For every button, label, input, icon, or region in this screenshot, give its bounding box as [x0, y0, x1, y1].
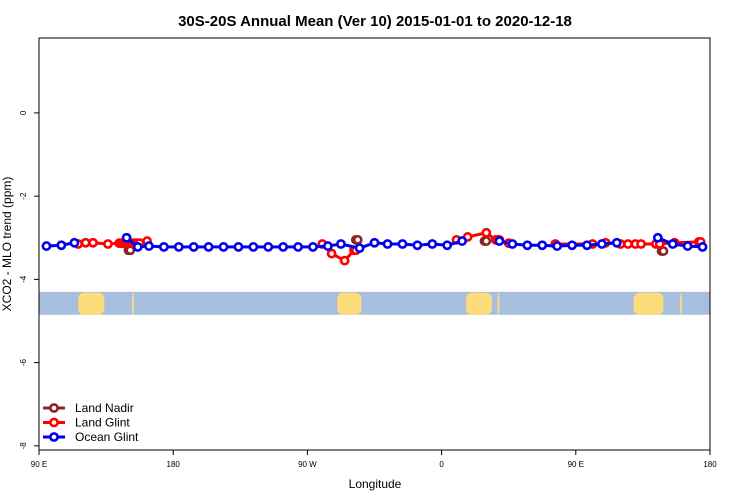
land-segment — [78, 292, 105, 315]
legend-label: Land Glint — [75, 416, 130, 430]
data-point — [537, 240, 548, 251]
data-point — [352, 234, 363, 245]
plot-frame — [38, 37, 711, 451]
legend-item: Ocean Glint — [43, 430, 139, 444]
data-point — [218, 242, 229, 252]
y-axis-label: XCO2 - MLO trend (ppm) — [0, 177, 14, 312]
x-tick-label: 90 E — [568, 460, 584, 469]
data-point — [442, 240, 453, 251]
data-point — [397, 239, 408, 249]
data-point — [567, 240, 577, 251]
data-point — [552, 241, 563, 251]
x-axis-label: Longitude — [349, 477, 402, 491]
land-segment — [465, 292, 492, 315]
land-segment — [633, 292, 664, 315]
data-point — [158, 242, 169, 252]
ocean-band — [39, 291, 710, 315]
land-segment — [337, 292, 362, 315]
data-point — [652, 232, 663, 243]
data-point — [457, 236, 468, 246]
y-tick-label: -6 — [19, 359, 28, 367]
data-point — [611, 237, 622, 248]
data-point — [308, 242, 318, 252]
data-point — [293, 242, 303, 252]
data-point — [369, 237, 380, 248]
data-point — [596, 239, 607, 249]
data-point — [248, 242, 259, 252]
data-point — [336, 239, 346, 249]
data-point — [623, 239, 633, 249]
data-point — [412, 240, 423, 251]
data-point — [354, 243, 365, 254]
data-point — [481, 236, 492, 246]
data-point — [88, 237, 98, 248]
data-point — [121, 232, 132, 243]
data-point — [173, 242, 184, 252]
data-point — [132, 242, 143, 252]
series-layer — [41, 227, 708, 266]
legend-label: Land Nadir — [75, 401, 134, 415]
land-segment — [497, 292, 500, 315]
land-segment — [680, 292, 683, 315]
data-point — [278, 242, 289, 252]
data-point — [582, 240, 592, 251]
data-point — [427, 239, 438, 249]
data-point — [69, 237, 80, 248]
data-point — [188, 242, 199, 252]
y-tick-label: -4 — [19, 275, 28, 283]
land-segment — [132, 292, 135, 315]
legend-item: Land Glint — [43, 416, 130, 430]
x-tick-label: 90 W — [298, 460, 317, 469]
data-point — [233, 242, 244, 252]
data-point — [339, 255, 350, 266]
data-point — [682, 241, 693, 251]
legend-marker — [49, 403, 59, 413]
legend-marker — [49, 432, 59, 442]
y-axis: 0 -2 -4 -6 -8 — [19, 110, 39, 449]
data-point — [144, 241, 154, 251]
data-point — [80, 237, 91, 248]
data-point — [507, 239, 518, 249]
legend-marker — [49, 417, 59, 428]
chart-title: 30S-20S Annual Mean (Ver 10) 2015-01-01 … — [178, 13, 572, 30]
data-point — [103, 239, 113, 249]
data-point — [382, 239, 393, 249]
data-point — [522, 240, 533, 251]
data-point — [203, 242, 214, 252]
data-point — [56, 240, 67, 251]
data-point — [326, 248, 337, 259]
data-point — [481, 227, 492, 238]
y-tick-label: -8 — [19, 442, 28, 450]
data-point — [636, 239, 646, 249]
x-axis: 90 E 180 90 W 0 90 E 180 — [31, 450, 717, 469]
data-point — [41, 241, 52, 251]
x-tick-label: 0 — [439, 460, 444, 469]
y-tick-label: -2 — [19, 192, 28, 200]
y-tick-label: 0 — [19, 110, 28, 115]
x-tick-label: 180 — [703, 460, 717, 469]
x-tick-label: 180 — [167, 460, 181, 469]
data-point — [494, 236, 505, 246]
series-ocean-glint — [41, 232, 708, 254]
x-tick-label: 90 E — [31, 460, 47, 469]
legend-label: Ocean Glint — [75, 430, 139, 444]
data-point — [697, 242, 708, 252]
data-point — [667, 239, 678, 249]
data-point — [658, 246, 669, 256]
data-point — [323, 241, 333, 251]
land-ocean-strip — [39, 291, 710, 315]
legend-item: Land Nadir — [43, 401, 134, 415]
data-point — [263, 242, 274, 252]
